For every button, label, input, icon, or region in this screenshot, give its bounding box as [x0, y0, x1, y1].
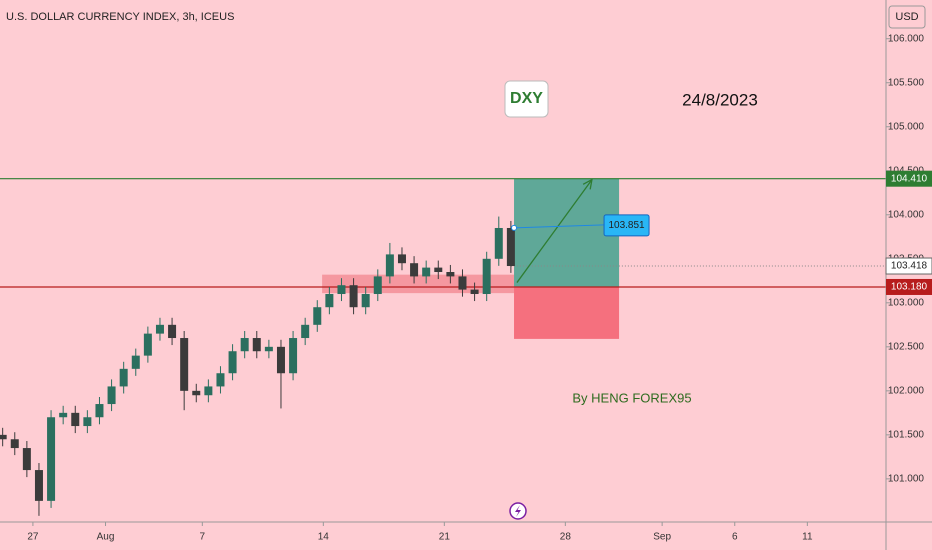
y-tick-label: 104.000: [888, 209, 925, 220]
y-tick-label: 103.000: [888, 297, 925, 308]
candle-body: [470, 289, 479, 295]
candle-body: [252, 338, 261, 352]
candle-body: [446, 272, 455, 277]
candle-body: [34, 470, 43, 501]
candle-body: [325, 294, 334, 308]
candle-body: [204, 386, 213, 396]
candle-body: [422, 267, 431, 277]
author-note: By HENG FOREX95: [572, 390, 691, 405]
currency-box[interactable]: [888, 5, 926, 29]
candle-body: [22, 448, 31, 471]
level-tag-label: 103.180: [891, 282, 928, 293]
arrow-head: [582, 178, 593, 190]
x-tick-label: Aug: [97, 532, 115, 543]
loss-area: [514, 286, 620, 339]
candle-body: [168, 324, 177, 339]
candle-body: [289, 338, 298, 374]
y-tick-label: 102.500: [888, 341, 925, 352]
x-tick-label: 6: [732, 532, 738, 543]
x-tick-label: 21: [439, 532, 451, 543]
candle-body: [361, 294, 370, 308]
candle-body: [397, 254, 406, 264]
x-tick-label: 27: [27, 532, 39, 543]
symbol-box: [504, 80, 549, 118]
candle-body: [373, 276, 382, 295]
candle-body: [494, 227, 503, 259]
candle-body: [10, 439, 19, 449]
x-tick-label: 11: [802, 532, 813, 543]
candle-body: [349, 285, 358, 308]
x-tick-label: 28: [560, 532, 572, 543]
y-tick-label: 106.000: [888, 33, 925, 44]
candle-body: [180, 338, 189, 391]
candle-body: [410, 263, 419, 277]
candle-body: [95, 404, 104, 418]
candle-body: [482, 258, 491, 295]
candle-body: [131, 355, 140, 369]
candle-body: [143, 333, 152, 356]
candle-body: [506, 227, 515, 267]
y-tick-label: 101.000: [888, 474, 925, 485]
level-tag: [886, 278, 932, 295]
candle-body: [119, 368, 128, 387]
last-price-label: 103.418: [891, 261, 928, 272]
candle-body: [458, 276, 467, 290]
y-tick-label: 105.500: [888, 77, 925, 88]
date-note: 24/8/2023: [682, 90, 758, 109]
candle-body: [385, 254, 394, 277]
x-tick-label: 14: [318, 532, 330, 543]
candle-body: [216, 373, 225, 387]
y-tick-label: 102.000: [888, 385, 925, 396]
candle-body: [337, 285, 346, 295]
price-line-tag: [603, 214, 650, 237]
x-tick-label: 7: [200, 532, 206, 543]
candle-body: [301, 324, 310, 339]
candle-body: [47, 417, 56, 501]
candle-body: [155, 324, 164, 334]
candle-body: [192, 390, 201, 396]
candle-body: [313, 307, 322, 325]
currency-label[interactable]: USD: [895, 11, 918, 23]
candle-body: [0, 434, 7, 440]
y-tick-label: 105.000: [888, 121, 925, 132]
candle-body: [240, 338, 249, 352]
arrow: [516, 179, 593, 283]
price-line: [514, 224, 605, 229]
level-tag: [886, 170, 932, 187]
price-line-anchor: [511, 224, 518, 231]
symbol-label: DXY: [510, 90, 543, 107]
x-tick-label: Sep: [653, 532, 671, 543]
candle-body: [83, 417, 92, 427]
plot: 103.851: [0, 178, 886, 516]
candle-body: [264, 346, 273, 352]
price-line-label: 103.851: [608, 220, 645, 231]
profit-area: [514, 178, 620, 287]
chart-title: U.S. DOLLAR CURRENCY INDEX, 3h, ICEUS: [6, 11, 234, 23]
candle-body: [71, 412, 80, 427]
y-tick-label: 101.500: [888, 429, 925, 440]
candle-body: [434, 267, 443, 273]
candle-body: [107, 386, 116, 405]
event-bolt: [515, 505, 521, 517]
level-tag-label: 104.410: [891, 173, 928, 184]
last-price-tag: [885, 257, 932, 275]
candle-body: [228, 351, 237, 374]
candle-body: [59, 412, 68, 418]
candle-body: [276, 346, 285, 374]
